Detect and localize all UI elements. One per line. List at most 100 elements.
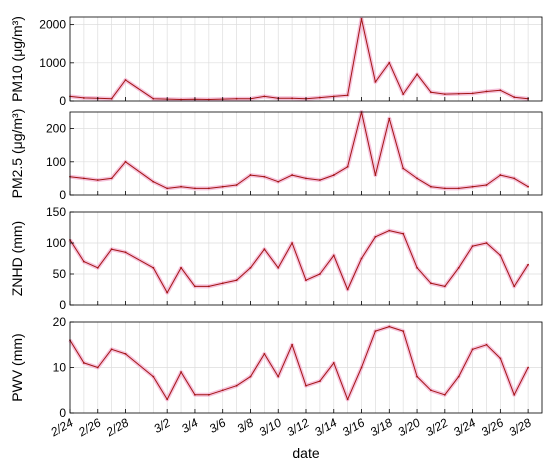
data-point: [152, 97, 155, 100]
data-point: [388, 325, 391, 328]
data-point: [513, 96, 516, 99]
data-point: [180, 98, 182, 101]
data-point: [402, 167, 405, 170]
x-tick-label: 3/4: [179, 415, 201, 436]
data-point: [346, 94, 349, 97]
data-point: [360, 257, 363, 260]
data-point: [499, 254, 502, 257]
data-point: [235, 384, 238, 387]
data-point: [485, 242, 488, 244]
data-point: [249, 174, 252, 176]
panel-znhd: 0 50 100 150 ZNHD (mm): [9, 205, 543, 312]
data-point: [485, 343, 488, 346]
x-tick-label: 3/16: [340, 415, 368, 439]
x-axis-label: date: [292, 445, 319, 461]
data-point: [291, 242, 294, 244]
data-point: [457, 266, 460, 269]
data-point: [346, 398, 349, 401]
panel-pwv: 0 10 20 PWV (mm): [9, 315, 543, 420]
x-axis-ticks: 2/24 2/26 2/28 3/2 3/4 3/6 3/8 3/10 3/12 3/14 3/16…: [47, 415, 533, 439]
panel-pm25: 0 100 200 PM2.5 (μg/m³): [9, 109, 543, 202]
data-point: [82, 260, 85, 263]
data-point: [249, 266, 252, 269]
data-point: [332, 362, 335, 364]
y-tick-label: 50: [53, 267, 67, 281]
data-point: [305, 177, 307, 180]
data-point: [374, 235, 377, 238]
data-point: [124, 160, 127, 163]
y-tick-label: 100: [46, 236, 66, 250]
data-point: [82, 362, 85, 364]
data-point: [96, 266, 99, 269]
data-point: [430, 185, 432, 188]
data-point: [346, 165, 349, 168]
data-point: [402, 330, 405, 332]
y-tick-label: 0: [59, 298, 66, 312]
data-point: [82, 177, 85, 180]
data-point: [152, 266, 155, 269]
y-tick-label: 10: [53, 361, 67, 375]
data-point: [471, 348, 474, 351]
data-point: [485, 90, 488, 93]
data-point: [166, 398, 169, 401]
uncertainty-band: [69, 16, 529, 102]
x-tick-label: 2/24: [47, 415, 75, 439]
data-point: [277, 180, 280, 183]
y-tick-label: 20: [53, 315, 67, 329]
data-point: [96, 366, 99, 369]
data-point: [443, 93, 446, 96]
data-point: [485, 184, 488, 186]
data-point: [513, 393, 516, 396]
data-point: [471, 185, 474, 188]
data-point: [263, 175, 266, 178]
x-tick-label: 3/8: [235, 415, 257, 436]
y-tick-label: 0: [59, 94, 66, 108]
panel-pm10: 0 1000 2000 PM10 (μg/m³): [9, 16, 543, 108]
data-point: [82, 97, 85, 99]
data-point: [318, 96, 321, 99]
data-point: [291, 343, 294, 346]
data-point: [416, 177, 418, 180]
data-point: [124, 251, 127, 254]
data-point: [263, 248, 266, 251]
data-point: [430, 91, 432, 94]
x-tick-label: 3/18: [368, 415, 396, 439]
data-point: [110, 348, 113, 351]
data-point: [166, 187, 169, 190]
data-point: [305, 384, 307, 387]
data-point: [402, 93, 405, 96]
x-tick-label: 3/10: [257, 415, 285, 439]
data-point: [194, 187, 196, 190]
data-point: [416, 375, 418, 378]
x-tick-label: 3/26: [479, 415, 507, 439]
data-point: [457, 375, 460, 378]
data-point: [332, 174, 335, 176]
y-tick-label: 1000: [39, 56, 66, 70]
data-point: [402, 232, 405, 235]
data-point: [207, 98, 210, 101]
data-point: [499, 357, 502, 360]
x-tick-label: 3/20: [395, 415, 423, 439]
data-point: [263, 95, 266, 98]
x-tick-label: 3/12: [284, 415, 312, 439]
data-point: [277, 266, 280, 269]
x-tick-label: 3/6: [207, 415, 229, 436]
data-point: [152, 375, 155, 378]
data-point: [499, 174, 502, 176]
data-point: [443, 393, 446, 396]
data-point: [332, 254, 335, 257]
data-point: [221, 282, 224, 285]
y-axis-label: ZNHD (mm): [9, 221, 25, 296]
data-point: [110, 177, 113, 180]
data-point: [443, 187, 446, 190]
data-point: [194, 393, 196, 396]
data-point: [471, 92, 474, 95]
data-point: [430, 389, 432, 392]
x-tick-label: 3/14: [312, 415, 340, 439]
data-point: [166, 291, 169, 294]
uncertainty-band: [68, 324, 530, 402]
y-tick-label: 0: [59, 406, 66, 420]
data-point: [124, 79, 127, 81]
data-point: [235, 279, 238, 282]
